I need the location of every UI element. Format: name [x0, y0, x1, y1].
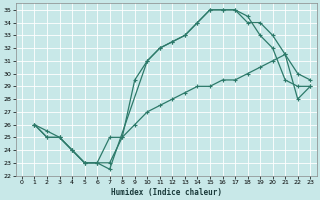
X-axis label: Humidex (Indice chaleur): Humidex (Indice chaleur): [111, 188, 221, 197]
